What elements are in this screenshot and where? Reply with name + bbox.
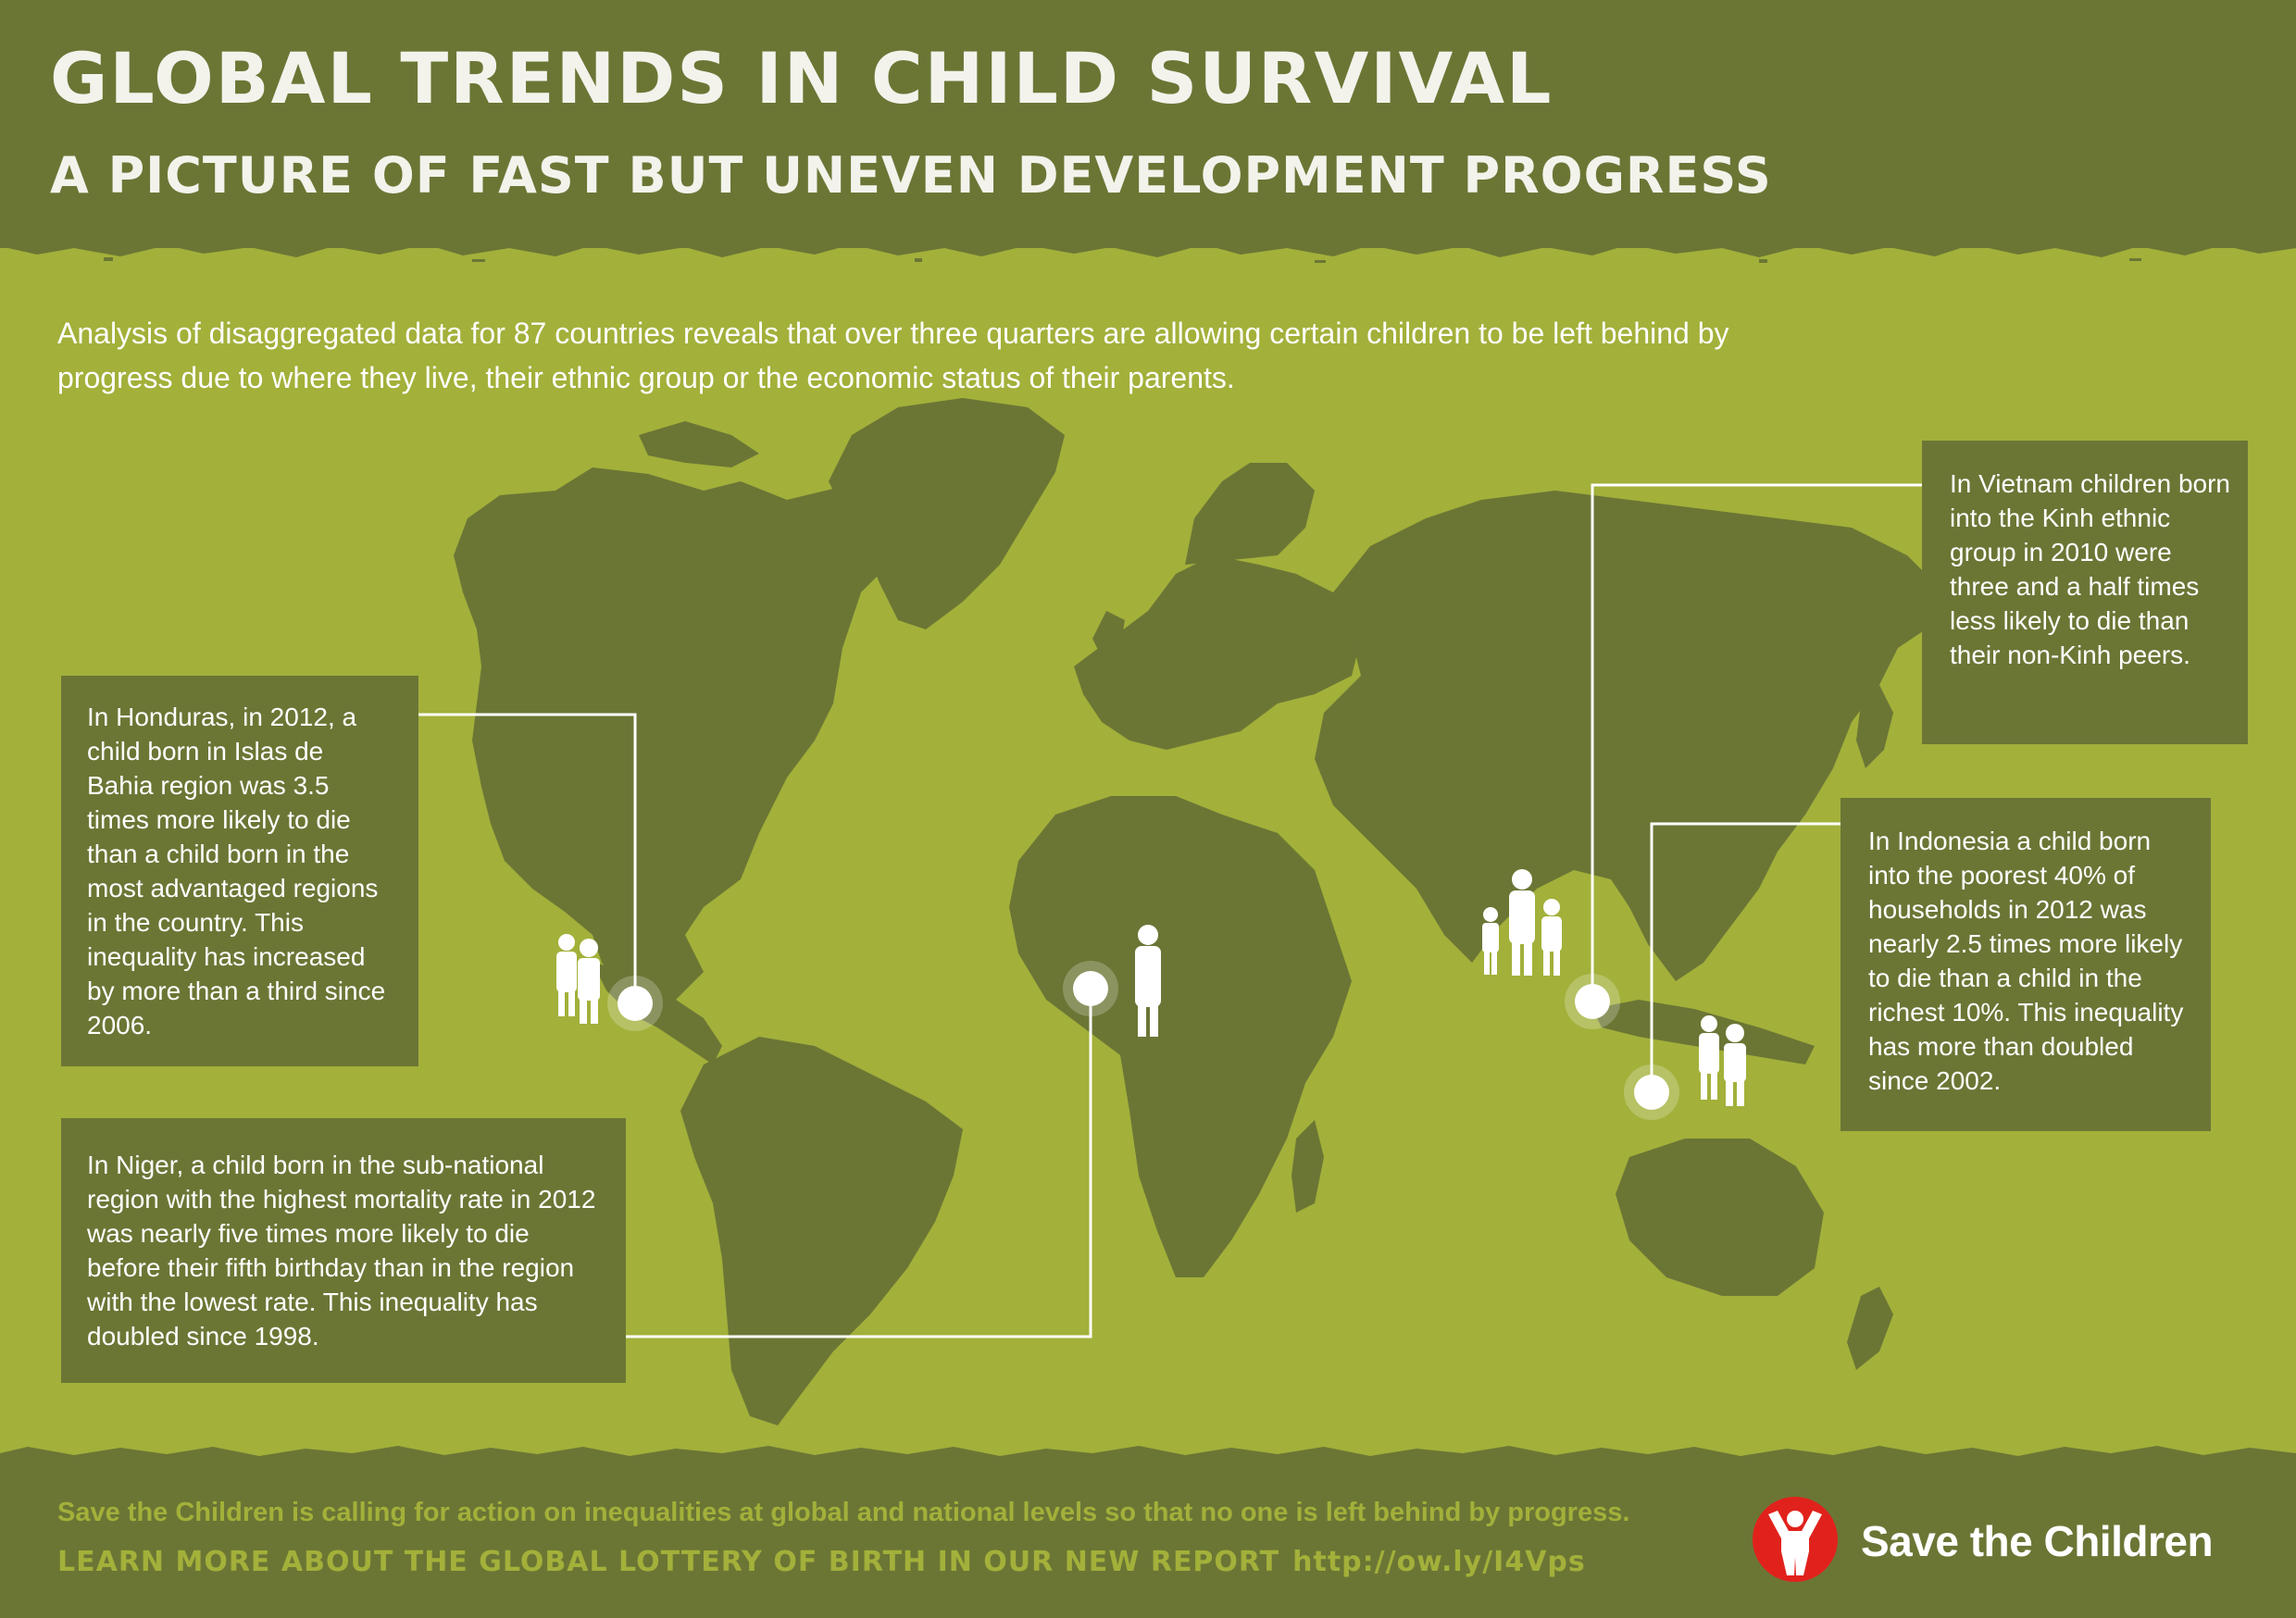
footer-report-line: LEARN MORE ABOUT THE GLOBAL LOTTERY OF B… — [57, 1546, 1586, 1578]
south-america-landmass — [680, 1037, 963, 1425]
connector-honduras — [418, 713, 637, 1000]
new-zealand-landmass — [1847, 1287, 1893, 1370]
map-pin-icon — [1624, 1064, 1679, 1120]
map-pin-icon — [607, 976, 663, 1031]
indonesia-landmass — [1592, 1000, 1815, 1064]
africa-landmass — [1009, 796, 1352, 1277]
australia-landmass — [1616, 1139, 1824, 1296]
map-pin-icon — [1063, 961, 1118, 1016]
save-the-children-logo-icon — [1753, 1497, 1838, 1582]
greenland-landmass — [829, 398, 1065, 629]
canadian-arctic-islands — [639, 421, 759, 467]
brand-name: Save the Children — [1861, 1517, 2214, 1565]
uk-landmass — [1092, 611, 1125, 657]
header-band — [0, 0, 2296, 248]
family-silhouette-icon — [1135, 925, 1161, 1037]
family-silhouette-icon — [1699, 1015, 1746, 1106]
connector-vietnam — [1591, 483, 1922, 1002]
page-subtitle: A PICTURE OF FAST BUT UNEVEN DEVELOPMENT… — [50, 146, 1772, 205]
north-america-landmass — [454, 467, 926, 1000]
callout-honduras-text: In Honduras, in 2012, a child born in Is… — [87, 703, 386, 1039]
connector-niger — [626, 990, 1092, 1338]
callout-indonesia: In Indonesia a child born into the poore… — [1841, 798, 2211, 1131]
report-link[interactable]: http://ow.ly/I4Vps — [1292, 1546, 1586, 1578]
callout-vietnam: In Vietnam children born into the Kinh e… — [1922, 441, 2248, 744]
asia-landmass — [1315, 491, 1944, 981]
footer-band — [0, 1457, 2296, 1618]
scandinavia-landmass — [1185, 463, 1315, 565]
family-silhouette-icon — [556, 934, 600, 1024]
intro-text: Analysis of disaggregated data for 87 co… — [57, 317, 1729, 394]
europe-landmass — [1074, 555, 1361, 750]
callout-niger: In Niger, a child born in the sub-nation… — [61, 1118, 626, 1383]
madagascar-landmass — [1292, 1120, 1324, 1213]
footer-call-to-action: Save the Children is calling for action … — [57, 1498, 1630, 1527]
brand-logo: Save the Children — [1752, 1496, 2233, 1588]
page-title: GLOBAL TRENDS IN CHILD SURVIVAL — [50, 37, 1554, 119]
japan-landmass — [1856, 685, 1893, 768]
callout-indonesia-text: In Indonesia a child born into the poore… — [1868, 827, 2184, 1095]
callout-vietnam-text: In Vietnam children born into the Kinh e… — [1950, 469, 2230, 669]
footer-report-text: LEARN MORE ABOUT THE GLOBAL LOTTERY OF B… — [57, 1546, 1280, 1578]
family-silhouette-icon — [1482, 869, 1562, 976]
callout-niger-text: In Niger, a child born in the sub-nation… — [87, 1151, 596, 1350]
header-rough-edge — [0, 230, 2296, 263]
central-america-landmass — [593, 963, 722, 1064]
callout-honduras: In Honduras, in 2012, a child born in Is… — [61, 676, 418, 1066]
connector-indonesia — [1650, 822, 1841, 1090]
map-pin-icon — [1565, 974, 1620, 1029]
